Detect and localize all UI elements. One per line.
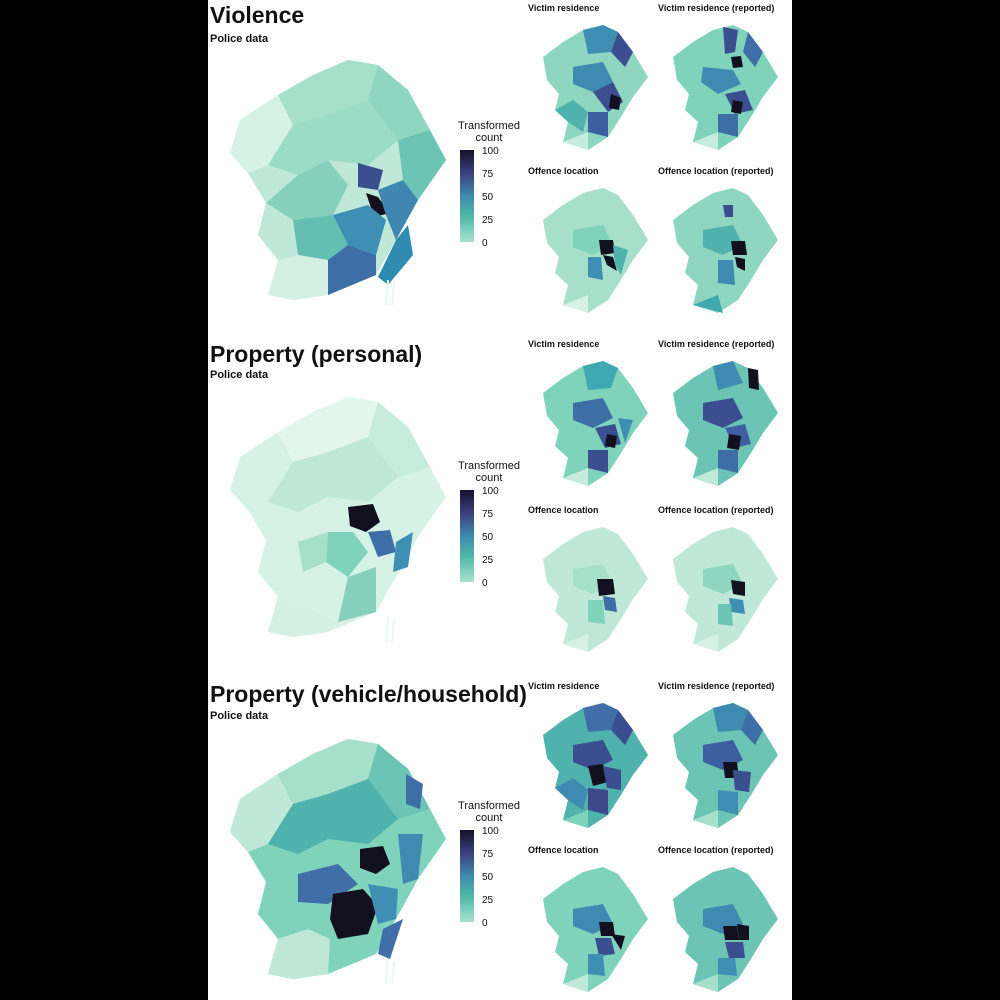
section-subtitle: Police data [210, 369, 269, 381]
legend-tick-25: 25 [482, 555, 494, 566]
police-data-map [218, 734, 458, 985]
map-offence-location [533, 185, 653, 315]
color-legend: Transformed count 100 75 50 25 0 [458, 460, 538, 600]
panel-title-victim-residence: Victim residence [528, 681, 600, 691]
legend-title-line1: Transformed [458, 120, 520, 132]
panel-title-victim-residence: Victim residence [528, 3, 600, 13]
panel-title-offence-location: Offence location [528, 166, 599, 176]
map-victim-residence [533, 700, 653, 830]
section-subtitle: Police data [210, 710, 269, 722]
panel-title-victim-residence: Victim residence [528, 339, 600, 349]
section-property-personal: Property (personal) Police data Transfor… [208, 340, 792, 680]
map-offence-location-reported [663, 185, 783, 315]
legend-tick-50: 50 [482, 532, 494, 543]
section-title: Violence [210, 2, 305, 28]
legend-tick-100: 100 [482, 146, 499, 157]
map-victim-residence-reported [663, 22, 783, 152]
police-data-map [218, 55, 458, 306]
legend-tick-75: 75 [482, 509, 494, 520]
legend-tick-0: 0 [482, 578, 488, 589]
map-offence-location-reported [663, 864, 783, 994]
legend-tick-0: 0 [482, 918, 488, 929]
map-offence-location [533, 524, 653, 654]
section-violence: Violence Police data [208, 0, 792, 340]
legend-tick-75: 75 [482, 849, 494, 860]
panel-title-offence-location: Offence location [528, 845, 599, 855]
section-title: Property (personal) [210, 341, 423, 367]
legend-gradient-bar [460, 830, 474, 922]
panel-title-victim-residence-reported: Victim residence (reported) [658, 339, 775, 349]
section-title: Property (vehicle/household) [210, 681, 527, 707]
map-victim-residence [533, 22, 653, 152]
legend-title: Transformed count [458, 800, 520, 824]
section-property-vehicle-household: Property (vehicle/household) Police data [208, 680, 792, 1000]
legend-tick-75: 75 [482, 169, 494, 180]
figure-panel: Violence Police data [208, 0, 792, 1000]
map-offence-location-reported [663, 524, 783, 654]
legend-title-line1: Transformed [458, 460, 520, 472]
legend-title-line2: count [475, 472, 503, 484]
panel-title-offence-location-reported: Offence location (reported) [658, 505, 774, 515]
legend-title-line1: Transformed [458, 800, 520, 812]
color-legend: Transformed count 100 75 50 25 0 [458, 120, 538, 260]
panel-title-offence-location: Offence location [528, 505, 599, 515]
legend-title-line2: count [475, 812, 503, 824]
legend-tick-0: 0 [482, 238, 488, 249]
legend-tick-100: 100 [482, 826, 499, 837]
legend-gradient-bar [460, 490, 474, 582]
legend-tick-25: 25 [482, 215, 494, 226]
police-data-map [218, 392, 458, 643]
legend-tick-50: 50 [482, 872, 494, 883]
legend-tick-50: 50 [482, 192, 494, 203]
legend-tick-25: 25 [482, 895, 494, 906]
map-victim-residence-reported [663, 700, 783, 830]
color-legend: Transformed count 100 75 50 25 0 [458, 800, 538, 940]
map-offence-location [533, 864, 653, 994]
legend-title: Transformed count [458, 460, 520, 484]
legend-title-line2: count [475, 132, 503, 144]
panel-title-offence-location-reported: Offence location (reported) [658, 845, 774, 855]
legend-title: Transformed count [458, 120, 520, 144]
section-subtitle: Police data [210, 33, 269, 45]
panel-title-victim-residence-reported: Victim residence (reported) [658, 681, 775, 691]
legend-tick-100: 100 [482, 486, 499, 497]
map-victim-residence [533, 358, 653, 488]
panel-title-victim-residence-reported: Victim residence (reported) [658, 3, 775, 13]
map-victim-residence-reported [663, 358, 783, 488]
legend-gradient-bar [460, 150, 474, 242]
panel-title-offence-location-reported: Offence location (reported) [658, 166, 774, 176]
